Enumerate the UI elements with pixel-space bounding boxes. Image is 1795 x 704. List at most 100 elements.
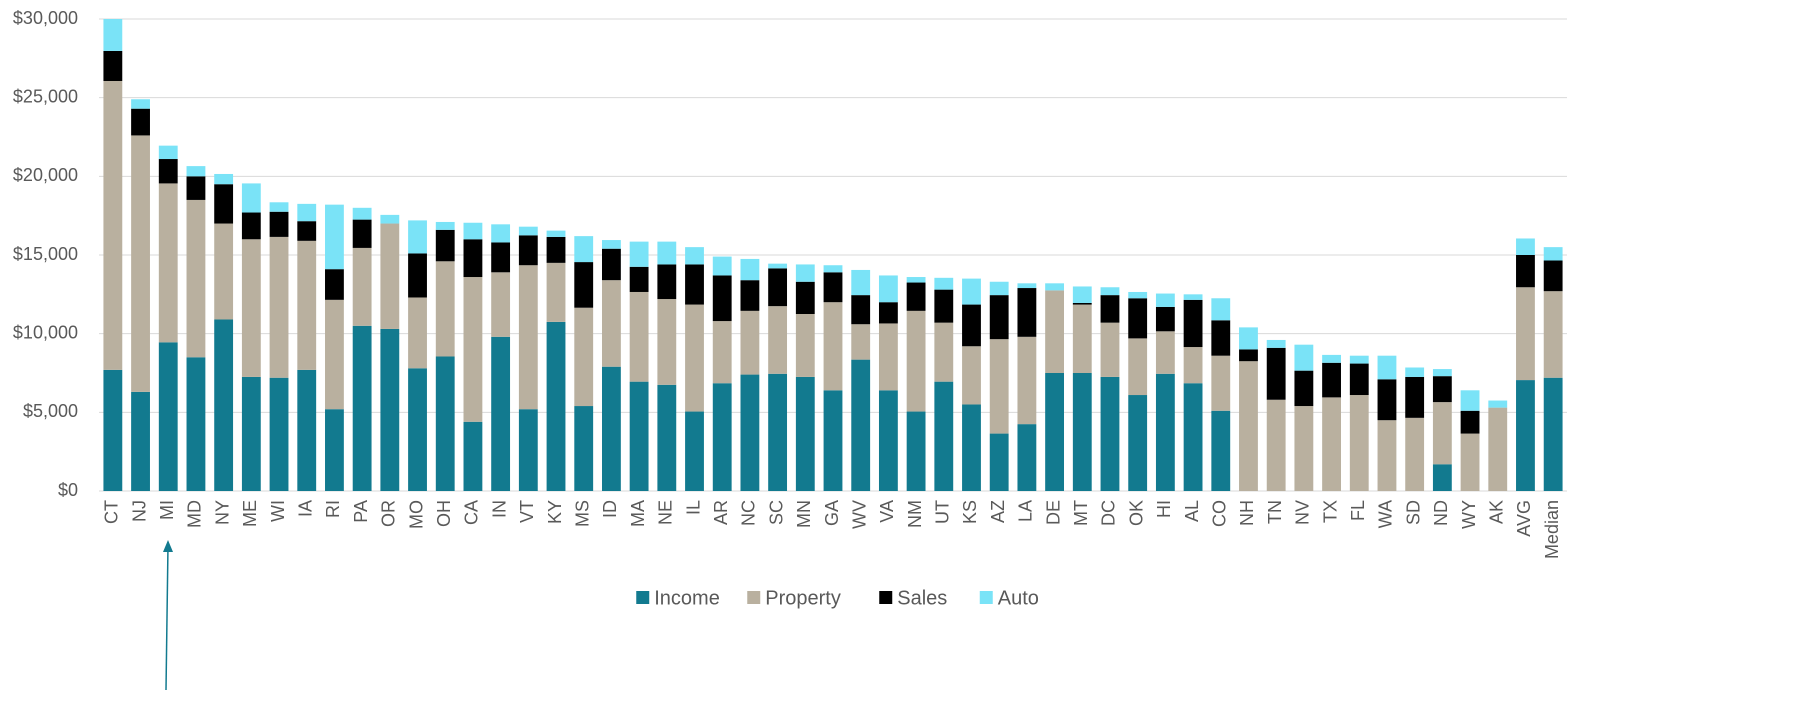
bar-segment xyxy=(934,289,954,323)
bar-segment xyxy=(435,356,455,491)
bar-segment xyxy=(1017,283,1037,289)
bar-segment xyxy=(186,166,206,177)
bar-segment xyxy=(408,220,427,254)
bar-segment xyxy=(1266,347,1286,400)
bar-segment xyxy=(491,224,511,243)
bar-segment xyxy=(1155,293,1175,307)
bar-segment xyxy=(463,421,483,491)
bar-segment xyxy=(1100,322,1120,377)
x-tick-label: NC xyxy=(739,500,759,526)
bar-segment xyxy=(241,183,261,213)
legend-swatch xyxy=(979,591,993,604)
bar-segment xyxy=(740,258,760,281)
bar-segment xyxy=(1045,373,1065,491)
x-tick-label: WY xyxy=(1459,500,1479,529)
bar-segment xyxy=(546,236,566,263)
bar-segment xyxy=(1516,287,1535,381)
bar-segment xyxy=(269,377,289,491)
bar-segment xyxy=(408,368,427,491)
bar-segment xyxy=(1377,355,1397,380)
bar-segment xyxy=(297,369,317,491)
bar-segment xyxy=(491,336,511,491)
x-tick-label: DC xyxy=(1099,500,1119,526)
x-tick-label: CT xyxy=(102,500,122,524)
bar-segment xyxy=(1211,410,1231,491)
bar-segment xyxy=(158,342,178,491)
bar-segment xyxy=(878,390,898,491)
bar-segment xyxy=(1543,377,1563,491)
bar-segment xyxy=(906,310,926,412)
x-tick-label: RI xyxy=(323,500,343,518)
bar-segment xyxy=(1155,306,1175,332)
bar-segment xyxy=(435,221,455,230)
bar-segment xyxy=(1017,424,1037,491)
bar-segment xyxy=(380,223,400,329)
bar-segment xyxy=(1211,298,1231,321)
bar-segment xyxy=(1294,370,1314,407)
x-tick-label: AVG xyxy=(1514,500,1534,537)
x-tick-label: OR xyxy=(379,500,399,527)
bar-segment xyxy=(1488,400,1508,408)
bar-segment xyxy=(989,339,1009,434)
bar-segment xyxy=(1072,286,1092,303)
x-tick-label: ND xyxy=(1431,500,1451,526)
bar-segment xyxy=(131,99,150,109)
bar-segment xyxy=(851,324,871,360)
bar-segment xyxy=(214,184,234,224)
x-tick-label: SD xyxy=(1403,500,1423,525)
x-tick-label: MS xyxy=(572,500,592,527)
bar-segment xyxy=(657,264,677,300)
bar-segment xyxy=(214,173,234,185)
x-tick-label: WA xyxy=(1376,500,1396,528)
bar-segment xyxy=(352,207,372,220)
bar-segment xyxy=(435,261,455,357)
bar-segment xyxy=(601,366,621,491)
bar-segment xyxy=(1211,355,1231,411)
x-tick-label: MT xyxy=(1071,500,1091,526)
bar-segment xyxy=(601,280,621,367)
bar-segment xyxy=(1432,464,1452,491)
bar-segment xyxy=(629,381,649,491)
x-tick-label: MI xyxy=(157,500,177,520)
x-tick-label: OK xyxy=(1126,500,1146,526)
bar-segment xyxy=(601,248,621,281)
x-tick-label: NY xyxy=(212,500,232,525)
bar-segment xyxy=(1349,395,1369,491)
x-tick-label: WI xyxy=(268,500,288,522)
bar-segment xyxy=(574,262,594,308)
bar-segment xyxy=(131,108,150,136)
bar-segment xyxy=(851,295,871,325)
x-tick-label: AZ xyxy=(988,500,1008,523)
bar-segment xyxy=(989,433,1009,491)
bar-segment xyxy=(1460,433,1480,491)
x-tick-label: ID xyxy=(600,500,620,518)
bar-segment xyxy=(1543,247,1563,261)
bar-segment xyxy=(1017,288,1037,337)
bar-segment xyxy=(435,229,455,262)
x-tick-label: OH xyxy=(434,500,454,527)
bar-segment xyxy=(574,406,594,491)
arrow-head xyxy=(163,540,173,552)
x-tick-label: CO xyxy=(1210,500,1230,527)
bar-segment xyxy=(103,19,123,51)
bar-segment xyxy=(1100,376,1120,491)
bar-segment xyxy=(546,321,566,491)
y-tick-label: $10,000 xyxy=(13,322,78,342)
x-tick-label: IA xyxy=(295,500,315,517)
bar-segment xyxy=(740,280,760,311)
bar-segment xyxy=(1294,406,1314,491)
bar-segment xyxy=(408,253,427,298)
bar-segment xyxy=(352,325,372,491)
x-tick-label: KS xyxy=(960,500,980,524)
bar-segment xyxy=(1349,355,1369,364)
bar-segment xyxy=(629,291,649,382)
legend-swatch xyxy=(636,591,650,604)
bar-segment xyxy=(518,235,538,266)
bar-segment xyxy=(408,297,427,369)
x-tick-label: TN xyxy=(1265,500,1285,524)
x-tick-label: DE xyxy=(1043,500,1063,525)
bar-segment xyxy=(962,278,981,305)
bar-segment xyxy=(1155,373,1175,491)
x-tick-label: NJ xyxy=(129,500,149,522)
bar-segment xyxy=(546,262,566,322)
